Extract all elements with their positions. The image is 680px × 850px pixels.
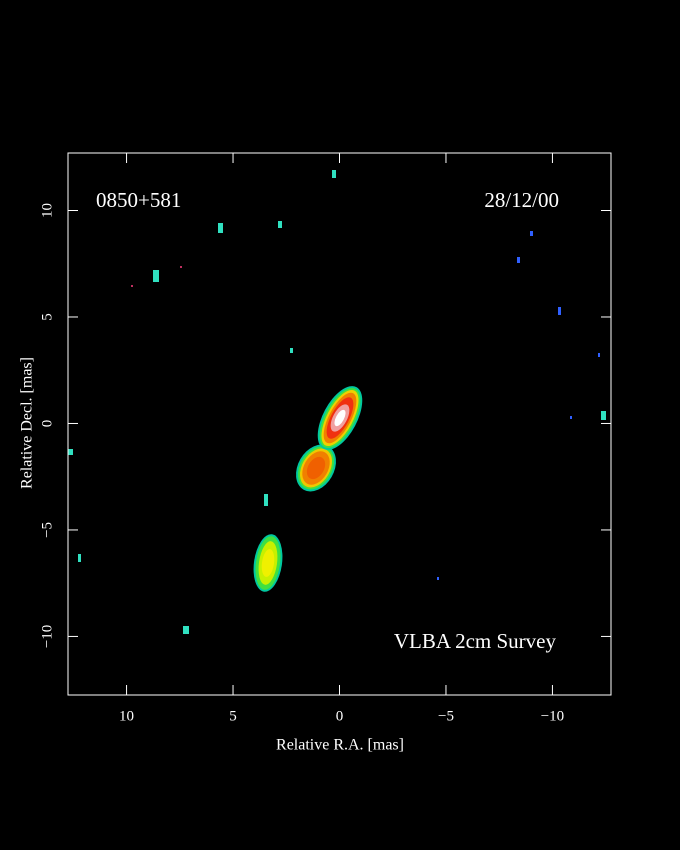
epoch: 28/12/00 xyxy=(484,188,559,212)
source-name: 0850+581 xyxy=(96,188,181,212)
y-tick-label: 5 xyxy=(39,313,55,321)
emission-map xyxy=(68,170,606,634)
y-tick-label: −5 xyxy=(39,522,55,538)
x-tick-label: 10 xyxy=(119,708,134,724)
y-tick-label: −10 xyxy=(39,625,55,648)
y-tick-label: 0 xyxy=(39,420,55,428)
x-axis-label: Relative R.A. [mas] xyxy=(276,737,404,754)
x-tick-label: 0 xyxy=(336,708,344,724)
y-axis-label: Relative Decl. [mas] xyxy=(19,357,36,489)
x-tick-label: 5 xyxy=(229,708,237,724)
y-tick-label: 10 xyxy=(39,203,55,218)
x-tick-label: −10 xyxy=(541,708,564,724)
x-tick-label: −5 xyxy=(438,708,454,724)
survey-label: VLBA 2cm Survey xyxy=(394,629,557,653)
